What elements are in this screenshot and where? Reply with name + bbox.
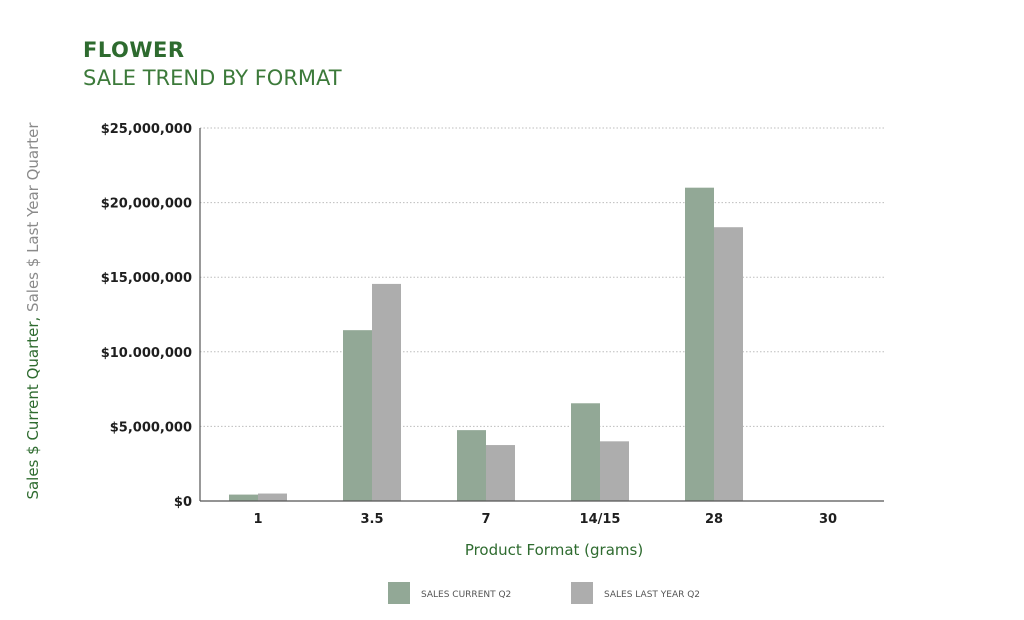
legend-swatch-last-year <box>571 582 593 604</box>
legend-label-last-year: SALES LAST YEAR Q2 <box>604 590 700 600</box>
y-axis-label-last-year: Sales $ Last Year Quarter <box>24 122 42 312</box>
y-axis-label-current: Sales $ Current Quarter <box>24 321 42 500</box>
chart-title: FLOWER <box>83 38 185 62</box>
bar-current-q2 <box>457 430 486 501</box>
chart-subtitle: SALE TREND BY FORMAT <box>83 66 342 90</box>
x-tick-label: 7 <box>481 512 490 527</box>
y-tick-label: $20,000,000 <box>101 197 192 212</box>
bar-current-q2 <box>343 330 372 501</box>
y-tick-label: $5,000,000 <box>110 420 192 435</box>
y-axis-label: Sales $ Current Quarter, Sales $ Last Ye… <box>24 122 42 500</box>
y-tick-label: $25,000,000 <box>101 122 192 137</box>
x-tick-label: 3.5 <box>360 512 383 527</box>
x-tick-label: 14/15 <box>580 512 621 527</box>
y-tick-label: $10.000,000 <box>101 346 192 361</box>
bar-last-year-q2 <box>372 283 401 501</box>
x-tick-label: 30 <box>819 512 837 527</box>
y-tick-label: $15,000,000 <box>101 271 192 286</box>
bar-last-year-q2 <box>258 493 287 501</box>
bar-current-q2 <box>229 494 258 501</box>
legend-swatch-current <box>388 582 410 604</box>
x-tick-label: 28 <box>705 512 723 527</box>
y-tick-labels: $0 $5,000,000 $10.000,000 $15,000,000 $20,00… <box>101 122 192 510</box>
x-tick-labels: 1 3.5 7 14/15 28 30 <box>253 512 837 527</box>
bar-last-year-q2 <box>600 441 629 501</box>
bars <box>229 187 743 501</box>
bar-current-q2 <box>685 187 714 501</box>
y-tick-label: $0 <box>174 495 192 510</box>
legend-label-current: SALES CURRENT Q2 <box>421 590 511 600</box>
gridlines <box>200 127 884 427</box>
bar-last-year-q2 <box>486 445 515 501</box>
bar-last-year-q2 <box>714 227 743 501</box>
x-axis-label: Product Format (grams) <box>465 541 643 559</box>
bar-current-q2 <box>571 403 600 501</box>
legend: SALES CURRENT Q2 SALES LAST YEAR Q2 <box>388 582 700 604</box>
x-tick-label: 1 <box>253 512 262 527</box>
y-axis-label-separator: , <box>24 312 42 322</box>
